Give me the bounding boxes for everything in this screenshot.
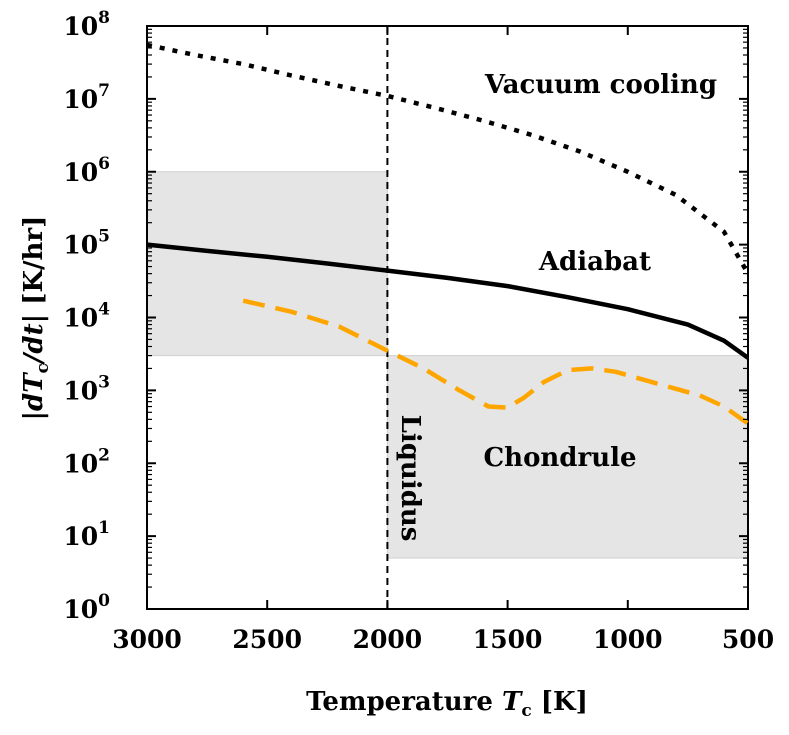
x-tick-label: 2500	[232, 625, 302, 654]
chondrule-cooling-line	[242, 298, 750, 426]
y-tick-label: 102	[63, 445, 110, 478]
y-tick-label: 103	[63, 372, 110, 405]
region-label-chondrule: Chondrule	[483, 443, 636, 473]
adiabat-line	[146, 242, 750, 360]
y-tick-label: 101	[63, 518, 110, 551]
y-axis-title: |dTc/dt| [K/hr]	[19, 216, 53, 421]
y-tick-label: 108	[63, 8, 110, 41]
y-tick-label: 106	[63, 154, 110, 187]
x-axis-title: Temperature Tc [K]	[306, 687, 588, 721]
x-tick-label: 3000	[112, 625, 182, 654]
x-tick-label: 2000	[353, 625, 423, 654]
y-tick-label: 100	[63, 591, 110, 624]
liquidus-label: Liquidus	[395, 415, 425, 542]
svg-text:|dTc/dt| [K/hr]: |dTc/dt| [K/hr]	[19, 216, 53, 421]
y-ticks-layer: 100 101 102 103 104 105 106 107 108	[63, 8, 748, 624]
series-label-adiabat: Adiabat	[538, 247, 651, 277]
regions-layer	[146, 171, 749, 559]
x-tick-label: 500	[722, 625, 774, 654]
shaded-region-1	[146, 171, 388, 357]
y-tick-label: 105	[63, 227, 110, 260]
series-layer	[146, 42, 750, 426]
svg-text:Temperature Tc [K]: Temperature Tc [K]	[306, 687, 588, 721]
y-tick-label: 107	[63, 81, 110, 114]
shaded-region-2	[386, 355, 749, 559]
series-label-vacuum-cooling: Vacuum cooling	[484, 70, 717, 100]
x-tick-label: 1500	[473, 625, 543, 654]
vacuum-cooling-line	[146, 42, 750, 275]
y-tick-label: 104	[63, 300, 110, 333]
x-tick-label: 1000	[593, 625, 663, 654]
x-ticks-layer: 3000 2500 2000 1500 1000 500	[112, 26, 774, 654]
